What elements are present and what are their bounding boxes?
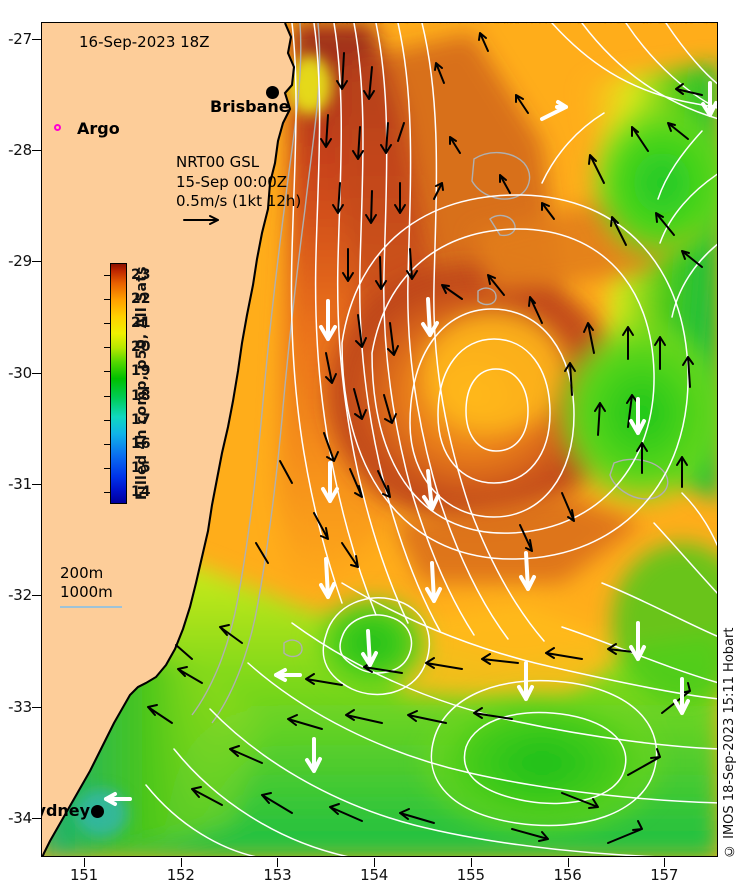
colorbar-tick — [104, 275, 110, 277]
coastline — [42, 23, 296, 856]
x-axis-tick — [83, 858, 85, 867]
colorbar-tick-label: 14 — [131, 483, 151, 500]
argo-legend-label: Argo — [77, 119, 120, 138]
bathymetry-legend-line1: 200m — [60, 564, 104, 582]
y-axis-tick — [32, 706, 41, 708]
y-axis-tick — [32, 261, 41, 263]
x-axis-label: 155 — [456, 866, 485, 884]
gsl-legend-line1: NRT00 GSL — [176, 153, 260, 171]
colorbar-tick-label: 15 — [131, 459, 151, 476]
colorbar: 23 22 21 20 19 18 17 16 15 14 — [104, 263, 150, 504]
glider-tracks — [104, 81, 717, 806]
bathymetry-contours — [191, 23, 669, 724]
y-axis-label: -27 — [8, 29, 32, 48]
y-axis-label: -28 — [8, 141, 32, 159]
colorbar-tick-label: 19 — [131, 363, 151, 380]
x-axis-label: 157 — [650, 866, 679, 884]
x-axis-tick — [470, 858, 472, 867]
y-axis-tick — [32, 818, 41, 819]
y-axis-tick — [32, 150, 41, 151]
bathymetry-legend: 200m 1000m — [60, 564, 113, 602]
y-axis-label: -30 — [8, 363, 32, 382]
bathymetry-legend-swatch — [60, 606, 122, 608]
colorbar-tick — [104, 347, 110, 349]
y-axis-tick — [32, 595, 41, 597]
y-axis-label: -31 — [8, 475, 32, 493]
sydney-label: Sydney — [42, 801, 91, 820]
colorbar-tick — [104, 371, 110, 373]
date-stamp: 16-Sep-2023 18Z — [79, 33, 210, 51]
map-plot-area[interactable]: Brisbane Sydney 16-Sep-2023 18Z Argo NRT… — [41, 22, 718, 857]
y-axis-tick — [32, 372, 41, 374]
colorbar-tick — [104, 419, 110, 421]
x-axis-tick — [664, 858, 666, 867]
x-axis-label: 156 — [553, 866, 582, 884]
velocity-vectors — [147, 32, 703, 844]
colorbar-title: Filled 4h comp, p50, All Sats — [134, 266, 150, 501]
credit-text: © IMOS 18-Sep-2023 15:11 Hobart — [722, 627, 737, 858]
x-axis-label: 152 — [166, 866, 195, 884]
colorbar-tick — [104, 491, 110, 493]
vector-arrow — [313, 52, 418, 568]
colorbar-tick — [104, 395, 110, 397]
sydney-marker — [91, 805, 104, 818]
colorbar-tick — [104, 323, 110, 325]
colorbar-tick — [104, 467, 110, 469]
brisbane-marker — [266, 86, 279, 99]
gsl-legend-line2: 15-Sep 00:00Z — [176, 172, 288, 191]
y-axis-tick — [32, 484, 41, 485]
x-axis-tick — [277, 858, 279, 867]
vector-arrow — [441, 274, 638, 552]
colorbar-tick-label: 20 — [131, 339, 151, 356]
argo-legend-marker — [54, 124, 61, 131]
x-axis-label: 153 — [263, 866, 292, 884]
x-axis-label: 151 — [69, 866, 98, 884]
colorbar-tick-label: 21 — [131, 315, 151, 332]
bathymetry-legend-line2: 1000m — [60, 583, 113, 601]
colorbar-tick-label: 22 — [131, 291, 151, 308]
map-canvas — [42, 23, 717, 856]
gsl-legend: NRT00 GSL 15-Sep 00:00Z 0.5m/s (1kt 12h) — [176, 153, 301, 212]
vector-arrow — [175, 32, 555, 660]
colorbar-tick-label: 17 — [131, 411, 151, 428]
x-axis-tick — [374, 858, 376, 867]
x-axis-tick — [180, 858, 182, 867]
gsl-legend-line3: 0.5m/s (1kt 12h) — [176, 192, 302, 210]
y-axis-label: -34 — [8, 809, 32, 827]
colorbar-tick — [104, 443, 110, 445]
y-axis-label: -32 — [8, 586, 32, 605]
colorbar-tick-label: 16 — [131, 435, 151, 452]
x-axis-label: 154 — [360, 866, 389, 884]
x-axis-tick — [567, 858, 569, 867]
y-axis-label: -29 — [8, 252, 32, 271]
vector-arrow — [588, 83, 703, 488]
colorbar-tick — [104, 299, 110, 301]
brisbane-label: Brisbane — [210, 97, 290, 116]
colorbar-tick-label: 23 — [131, 267, 151, 284]
y-axis-label: -33 — [8, 697, 32, 716]
colorbar-tick-label: 18 — [131, 387, 151, 404]
y-axis-tick — [32, 38, 41, 40]
colorbar-gradient — [110, 263, 127, 504]
